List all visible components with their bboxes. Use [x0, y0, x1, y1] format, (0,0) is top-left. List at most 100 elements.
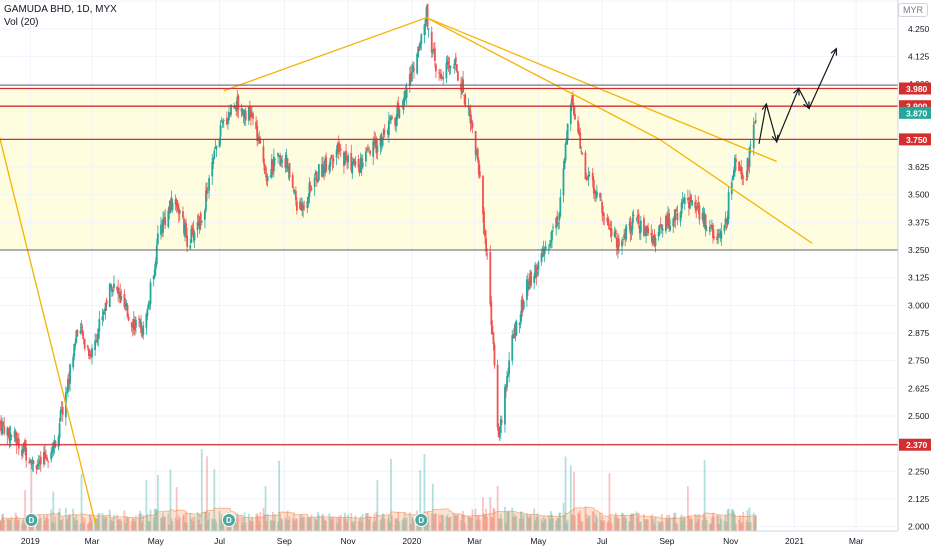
symbol-label: GAMUDA BHD, 1D, MYX: [4, 4, 117, 15]
volume-bar: [73, 517, 76, 531]
candle-body: [498, 434, 501, 435]
candle-body: [140, 322, 143, 333]
candle-body: [476, 148, 479, 160]
volume-bar: [616, 518, 619, 531]
projection-arrowhead: [761, 102, 769, 111]
volume-bar: [120, 520, 123, 531]
volume-bar: [207, 519, 209, 531]
volume-bar: [540, 518, 543, 531]
time-axis-background: [0, 531, 932, 550]
candle-body: [731, 176, 734, 180]
volume-bar: [482, 497, 484, 531]
candle-body: [281, 160, 284, 162]
candle-body: [9, 432, 12, 442]
volume-bar: [497, 517, 500, 531]
candle-body: [44, 452, 46, 459]
volume-bar: [512, 516, 515, 531]
candle-body: [345, 150, 347, 160]
candle-body: [534, 264, 537, 278]
volume-bar: [241, 523, 244, 531]
volume-bar: [66, 519, 68, 531]
volume-bar: [76, 520, 79, 531]
volume-bar: [703, 460, 706, 531]
volume-bar: [490, 516, 493, 531]
volume-bar: [64, 507, 67, 531]
candle-body: [14, 431, 17, 442]
candlestick-series: [0, 3, 757, 475]
candle-body: [439, 75, 442, 77]
volume-bar: [197, 519, 200, 531]
time-axis-tick-label: Jul: [597, 536, 608, 546]
volume-bar: [621, 512, 623, 531]
volume-bar: [520, 511, 523, 531]
candle-body: [424, 19, 427, 27]
volume-bar: [518, 518, 521, 531]
candle-body: [426, 3, 429, 28]
volume-bar: [446, 514, 449, 531]
candle-body: [135, 319, 137, 328]
volume-bar: [617, 518, 620, 531]
candle-body: [527, 280, 529, 292]
candle-body: [109, 283, 112, 288]
volume-bar: [339, 515, 342, 531]
price-axis-tick-label: 3.000: [908, 300, 930, 310]
volume-bar: [291, 518, 294, 531]
price-axis-tick-label: 3.500: [908, 190, 930, 200]
candle-body: [218, 138, 221, 148]
candle-body: [470, 119, 473, 123]
candle-body: [329, 157, 332, 167]
candle-body: [622, 239, 624, 241]
volume-bar: [236, 512, 239, 531]
volume-bar: [592, 511, 595, 531]
candle-body: [316, 180, 319, 183]
volume-bar: [156, 475, 159, 531]
candle-body: [25, 447, 28, 461]
candle-body: [616, 240, 619, 251]
candle-body: [309, 185, 312, 189]
candle-body: [104, 302, 107, 311]
candle-body: [625, 225, 628, 240]
volume-bar: [632, 513, 635, 531]
candle-body: [615, 237, 618, 248]
candle-body: [13, 430, 16, 438]
volume-bar: [474, 508, 477, 531]
price-axis-tick-label: 2.750: [908, 356, 930, 366]
volume-bar: [307, 516, 310, 531]
candle-body: [449, 66, 452, 68]
candle-body: [617, 238, 620, 247]
candle-body: [536, 272, 539, 275]
volume-bar: [148, 521, 151, 531]
volume-bar: [438, 514, 440, 531]
volume-bar: [581, 521, 584, 531]
volume-bar: [295, 518, 298, 531]
candle-body: [373, 139, 376, 146]
volume-bar: [149, 509, 152, 531]
candle-body: [116, 286, 118, 290]
volume-bar: [234, 521, 237, 531]
candle-body: [74, 343, 77, 346]
volume-bar: [380, 517, 383, 531]
candle-body: [265, 175, 268, 181]
candle-body: [82, 337, 85, 339]
candle-body: [475, 151, 478, 153]
candle-body: [259, 139, 262, 144]
price-axis-tick-label: 3.625: [908, 162, 930, 172]
candle-body: [713, 236, 715, 239]
currency-badge[interactable]: MYR: [898, 3, 928, 17]
volume-bar: [262, 507, 265, 531]
volume-bar: [709, 523, 712, 531]
candle-body: [518, 323, 521, 325]
candle-body: [313, 177, 316, 187]
volume-bar: [467, 515, 470, 531]
candle-body: [148, 302, 151, 305]
candle-body: [454, 57, 457, 63]
volume-bar: [447, 517, 450, 531]
volume-bar: [14, 512, 17, 531]
volume-bar: [477, 515, 480, 531]
volume-bar: [310, 514, 313, 531]
volume-bar: [383, 518, 386, 531]
volume-bar: [97, 513, 100, 531]
volume-bar: [221, 519, 224, 531]
candle-body: [375, 138, 378, 154]
